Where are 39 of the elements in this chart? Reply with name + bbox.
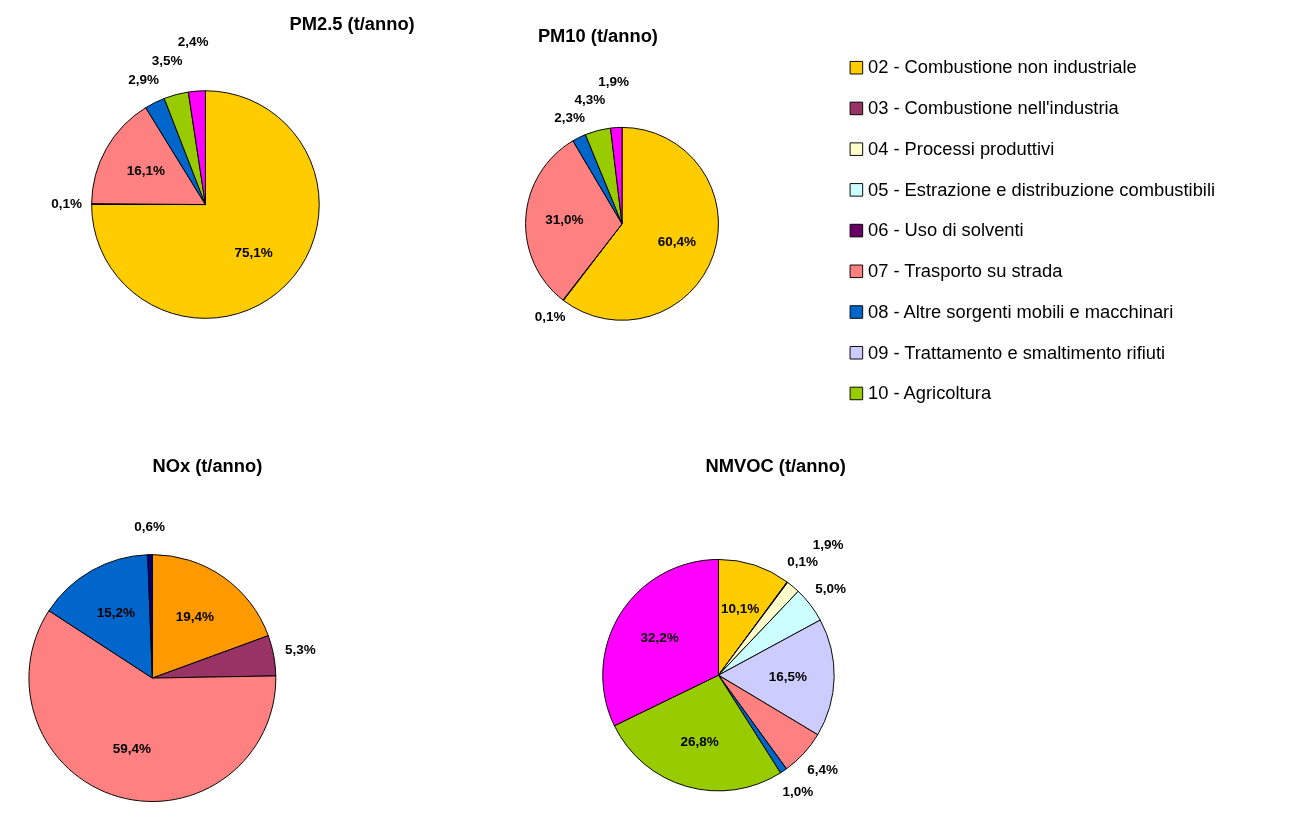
data-label: 0,1%: [534, 308, 566, 324]
category-label: 08 - Altre sorgenti mobili e macchinari: [867, 300, 1174, 322]
data-label: 5,3%: [285, 642, 316, 658]
data-label: 4,3%: [574, 92, 606, 108]
data-label: 16,5%: [768, 668, 808, 684]
category-label: 03 - Combustione nell'industria: [867, 97, 1120, 119]
data-label: 2,3%: [554, 110, 585, 126]
data-label: 1,9%: [598, 74, 629, 90]
data-label: 0,6%: [134, 519, 165, 535]
data-label: 1,0%: [782, 783, 814, 799]
data-label: 5,0%: [815, 581, 846, 597]
data-label: 59,4%: [112, 741, 152, 757]
chart-title: NMVOC (t/anno): [705, 454, 846, 476]
data-label: 0,1%: [787, 553, 818, 569]
data-label: 1,9%: [812, 536, 844, 552]
data-label: 31,0%: [545, 212, 584, 228]
chart-title: NOx (t/anno): [152, 454, 263, 476]
category-label: 10 - Agricoltura: [867, 382, 992, 404]
category-label: 09 - Trattamento e smaltimento rifiuti: [867, 341, 1166, 363]
data-label: 15,2%: [96, 605, 135, 621]
data-label: 2,4%: [177, 33, 209, 49]
data-label: 10,1%: [721, 601, 760, 617]
data-label: 3,5%: [151, 52, 183, 68]
data-label: 75,1%: [234, 244, 273, 260]
data-label: 32,2%: [640, 630, 679, 646]
data-label: 60,4%: [657, 234, 696, 250]
category-label: 05 - Estrazione e distribuzione combustibili: [867, 178, 1216, 200]
data-label: 19,4%: [175, 609, 214, 625]
chart-title: PM2.5 (t/anno): [289, 12, 415, 34]
data-label: 16,1%: [126, 162, 166, 178]
data-label: 6,4%: [807, 762, 838, 778]
data-label: 26,8%: [680, 733, 719, 749]
chart-title: PM10 (t/anno): [537, 24, 658, 46]
category-label: 06 - Uso di solventi: [867, 219, 1024, 241]
data-label: 0,1%: [51, 195, 82, 211]
category-label: 02 - Combustione non industriale: [867, 56, 1137, 78]
category-label: 07 - Trasporto su strada: [867, 260, 1064, 282]
data-label: 2,9%: [128, 72, 159, 88]
category-label: 04 - Processi produttivi: [867, 137, 1055, 159]
